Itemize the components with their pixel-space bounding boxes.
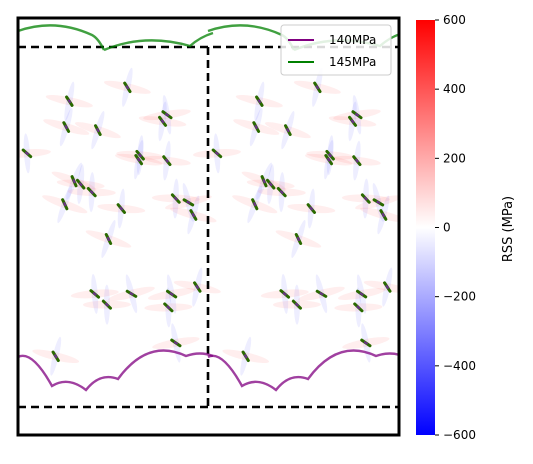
dislocation-marker <box>313 81 322 94</box>
dislocation-marker <box>86 186 97 198</box>
dislocation-marker <box>255 95 264 107</box>
dislocation-marker <box>162 155 172 167</box>
dislocation-marker <box>123 81 132 94</box>
dislocation-marker <box>135 149 145 161</box>
dislocation-marker <box>360 193 371 204</box>
colorbar: 600 400 200 0 −200 −400 −600 RSS (MPa) <box>416 13 516 442</box>
dislocation-marker <box>251 198 259 211</box>
dislocation-marker <box>383 281 392 293</box>
dislocation-marker <box>355 289 368 299</box>
dislocation-marker <box>70 175 78 188</box>
dislocation-marker <box>379 209 388 221</box>
dislocation-marker <box>170 193 181 204</box>
dislocation-marker <box>125 289 138 298</box>
dislocation-marker <box>75 178 86 190</box>
dislocation-marker <box>101 299 112 310</box>
dislocation-marker <box>62 121 71 133</box>
plot-frame <box>16 16 401 437</box>
dislocation-marker <box>161 110 173 120</box>
dislocation-marker <box>134 154 144 166</box>
plot-area <box>16 16 401 437</box>
dislocation-marker <box>260 175 268 188</box>
dislocation-marker <box>65 95 74 107</box>
dislocation-marker <box>104 233 113 245</box>
dislocation-marker <box>116 203 126 214</box>
dislocation-marker <box>189 209 198 221</box>
dislocation-marker <box>51 350 60 363</box>
colorbar-tick-label: −400 <box>443 359 476 373</box>
legend: 140MPa 145MPa <box>280 24 392 76</box>
dislocation-marker <box>170 338 182 348</box>
dislocation-marker <box>325 149 335 161</box>
colorbar-tick-label: 0 <box>443 221 451 235</box>
dislocation-marker <box>89 289 101 299</box>
dislocation-marker <box>61 198 69 211</box>
dislocation-marker <box>94 124 102 137</box>
colorbar-label: RSS (MPa) <box>501 196 516 262</box>
colorbar-tick-label: −200 <box>443 290 476 304</box>
dislocation-marker <box>353 302 364 313</box>
colorbar-tick-label: 200 <box>443 151 466 165</box>
dislocation-marker <box>163 302 174 313</box>
colorbar-gradient <box>416 20 435 435</box>
dislocation-marker <box>348 115 358 127</box>
dislocation-marker <box>294 233 303 245</box>
dislocation-marker <box>372 198 385 207</box>
dislocation-marker <box>193 281 202 293</box>
dislocation-markers <box>21 81 392 363</box>
dislocation-marker <box>182 198 195 207</box>
dislocation-marker <box>21 148 33 159</box>
legend-label-145mpa: 145MPa <box>329 55 376 69</box>
dislocation-marker <box>158 115 168 127</box>
dislocation-marker <box>241 350 250 363</box>
dislocation-marker <box>265 178 276 190</box>
dislocation-marker <box>252 121 261 133</box>
dislocation-marker <box>324 154 334 166</box>
curve-140mpa <box>207 349 399 392</box>
dislocation-marker <box>279 289 291 299</box>
dislocation-marker <box>284 124 292 137</box>
dislocation-marker <box>306 203 316 214</box>
dislocation-marker <box>165 289 178 299</box>
dislocation-marker <box>291 299 302 310</box>
legend-label-140mpa: 140MPa <box>329 33 376 47</box>
colorbar-tick-label: 600 <box>443 13 466 27</box>
curve-145mpa <box>18 24 214 52</box>
colorbar-tick-label: −600 <box>443 428 476 442</box>
curve-140mpa <box>18 349 214 392</box>
dislocation-marker <box>360 338 372 348</box>
colorbar-ticks: 600 400 200 0 −200 −400 −600 <box>435 13 476 442</box>
dislocation-marker <box>352 155 362 167</box>
colorbar-tick-label: 400 <box>443 82 466 96</box>
dislocation-marker <box>276 186 287 198</box>
dislocation-marker <box>315 289 328 298</box>
dislocation-marker <box>211 148 223 159</box>
dislocation-marker <box>351 110 363 120</box>
